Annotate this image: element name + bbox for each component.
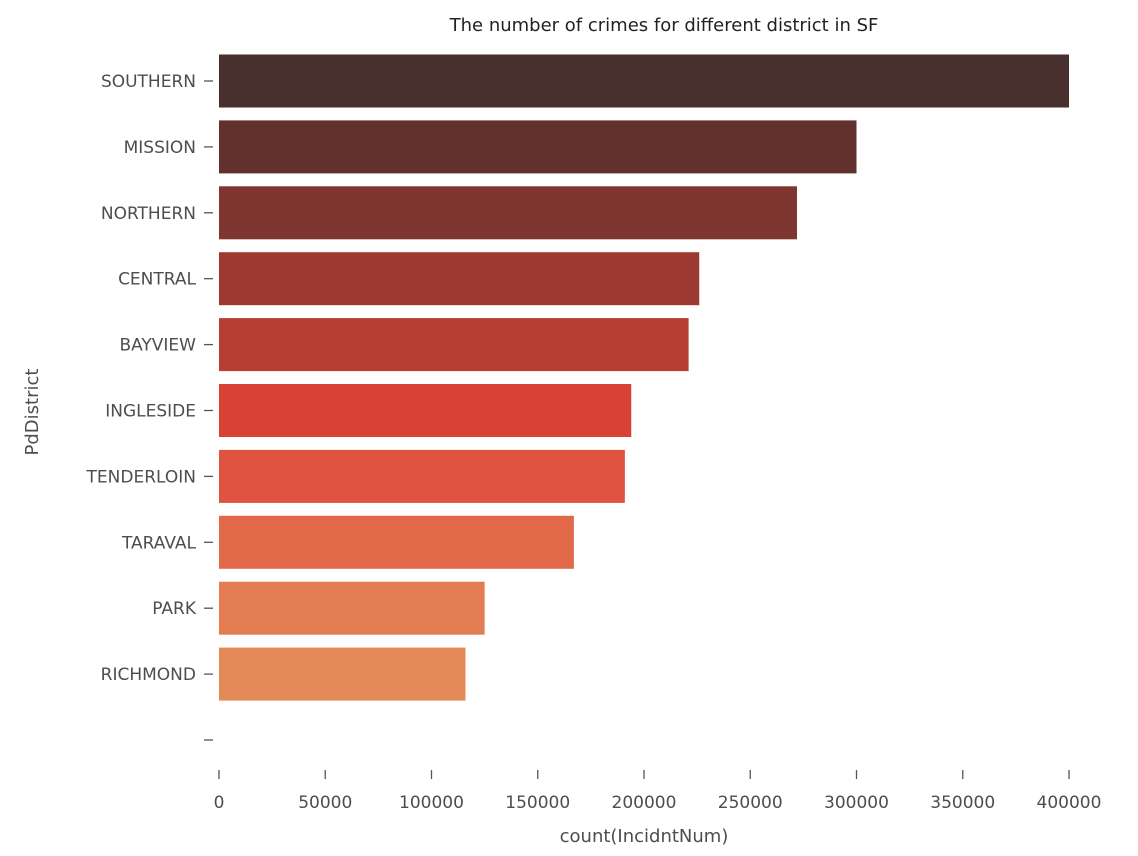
y-tick-label-mission: MISSION [124, 138, 196, 158]
x-tick-label: 250000 [718, 793, 783, 813]
y-tick-label-northern: NORTHERN [101, 204, 196, 224]
x-tick-label: 200000 [612, 793, 677, 813]
x-tick-label: 300000 [824, 793, 889, 813]
x-axis-label: count(IncidntNum) [560, 826, 729, 847]
y-tick-label-taraval: TARAVAL [121, 533, 197, 553]
x-tick-label: 350000 [930, 793, 995, 813]
y-tick-label-ingleside: INGLESIDE [105, 402, 196, 422]
bar-park [219, 581, 485, 635]
bar-southern [219, 54, 1069, 108]
x-tick-label: 400000 [1037, 793, 1102, 813]
bar-richmond [219, 647, 466, 701]
x-tick-label: 0 [214, 793, 225, 813]
bar-central [219, 252, 700, 306]
y-tick-label-park: PARK [152, 599, 197, 619]
bar-bayview [219, 318, 689, 372]
chart-title: The number of crimes for different distr… [449, 15, 879, 36]
bar-taraval [219, 515, 574, 569]
y-tick-label-bayview: BAYVIEW [119, 336, 196, 356]
bar-ingleside [219, 384, 632, 437]
y-tick-label-southern: SOUTHERN [101, 72, 196, 92]
bar-tenderloin [219, 449, 625, 503]
bar-northern [219, 186, 797, 240]
y-tick-label-central: CENTRAL [118, 270, 196, 290]
x-tick-label: 150000 [505, 793, 570, 813]
bars-group [219, 54, 1069, 701]
x-tick-label: 50000 [298, 793, 352, 813]
y-tick-label-richmond: RICHMOND [101, 665, 196, 685]
x-axis: 0 50000 100000 150000 200000 250000 300000 3500… [214, 770, 1102, 813]
bar-mission [219, 120, 857, 174]
y-axis-label: PdDistrict [22, 369, 43, 456]
y-axis: SOUTHERN MISSION NORTHERN CENTRAL BAYVIEW ING… [86, 72, 213, 741]
x-tick-label: 100000 [399, 793, 464, 813]
y-tick-label-tenderloin: TENDERLOIN [86, 467, 196, 487]
